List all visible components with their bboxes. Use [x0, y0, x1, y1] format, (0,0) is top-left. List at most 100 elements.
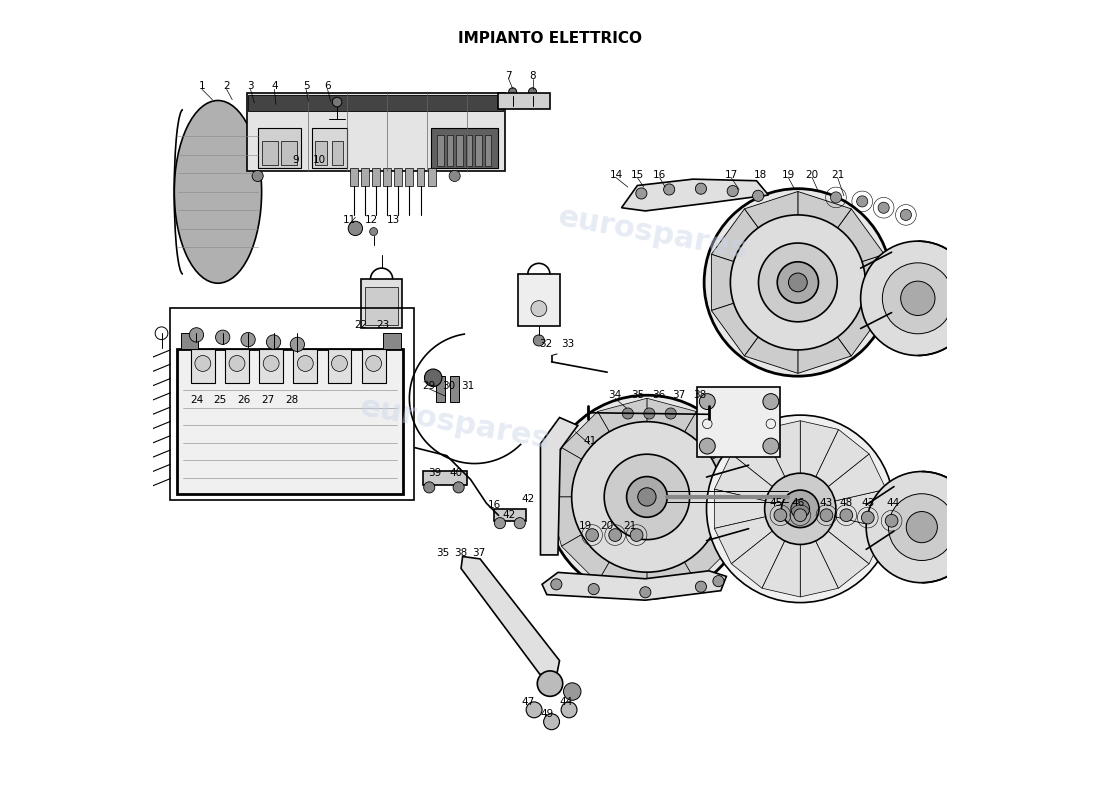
Circle shape [189, 328, 204, 342]
Polygon shape [548, 448, 582, 497]
Circle shape [331, 355, 348, 371]
Bar [450, 376, 460, 402]
Circle shape [695, 183, 706, 194]
Polygon shape [745, 337, 798, 374]
Polygon shape [745, 191, 798, 228]
Polygon shape [801, 541, 838, 597]
Circle shape [906, 511, 937, 542]
Polygon shape [798, 191, 851, 228]
Circle shape [216, 330, 230, 344]
Circle shape [830, 192, 842, 203]
Bar [494, 509, 526, 521]
Circle shape [759, 243, 837, 322]
Circle shape [604, 454, 690, 540]
Text: 38: 38 [693, 390, 706, 400]
Circle shape [640, 586, 651, 598]
Bar [328, 349, 351, 382]
Polygon shape [762, 541, 801, 597]
Circle shape [706, 415, 894, 602]
Circle shape [332, 98, 342, 107]
Polygon shape [828, 454, 887, 501]
Circle shape [666, 408, 676, 419]
Circle shape [252, 170, 263, 182]
Circle shape [700, 394, 715, 410]
Polygon shape [597, 562, 647, 595]
Text: 35: 35 [436, 547, 450, 558]
Circle shape [713, 575, 724, 586]
Text: 16: 16 [653, 170, 667, 180]
Text: 21: 21 [830, 170, 844, 180]
Circle shape [526, 702, 542, 718]
Polygon shape [621, 179, 769, 211]
Circle shape [508, 88, 517, 96]
Text: 18: 18 [754, 170, 767, 180]
Text: 31: 31 [462, 381, 475, 390]
Bar [697, 387, 780, 457]
Circle shape [563, 683, 581, 700]
Text: eurospares: eurospares [556, 202, 750, 264]
Polygon shape [461, 557, 560, 677]
Bar [417, 168, 425, 186]
Circle shape [241, 333, 255, 346]
Text: 43: 43 [861, 498, 875, 508]
Polygon shape [816, 430, 869, 486]
Polygon shape [540, 418, 578, 555]
Polygon shape [816, 531, 869, 588]
Circle shape [551, 578, 562, 590]
Text: 37: 37 [672, 390, 685, 400]
Text: 19: 19 [579, 521, 593, 530]
Circle shape [644, 408, 654, 419]
Circle shape [349, 222, 363, 235]
Bar [361, 168, 368, 186]
Text: 42: 42 [521, 494, 535, 504]
Text: 24: 24 [190, 395, 204, 405]
Circle shape [636, 188, 647, 199]
Bar [383, 334, 400, 349]
Polygon shape [835, 490, 887, 529]
Circle shape [229, 355, 245, 371]
Bar [361, 279, 403, 329]
Circle shape [886, 514, 898, 527]
Circle shape [901, 281, 935, 315]
Bar [406, 168, 414, 186]
Text: 27: 27 [262, 395, 275, 405]
Text: 43: 43 [820, 498, 833, 508]
Text: 33: 33 [562, 339, 575, 350]
Polygon shape [561, 534, 609, 582]
Text: 26: 26 [238, 395, 251, 405]
Circle shape [638, 488, 656, 506]
Text: 36: 36 [652, 390, 666, 400]
Text: 16: 16 [487, 500, 500, 510]
Polygon shape [762, 421, 801, 477]
Circle shape [195, 355, 211, 371]
Circle shape [861, 511, 875, 524]
Text: 14: 14 [609, 170, 623, 180]
Text: 23: 23 [376, 319, 389, 330]
Text: eurospares: eurospares [358, 393, 552, 455]
Circle shape [531, 301, 547, 317]
Circle shape [537, 671, 563, 696]
Text: 29: 29 [422, 381, 436, 390]
Text: 49: 49 [540, 709, 553, 719]
Text: 32: 32 [539, 339, 552, 350]
Bar [422, 470, 466, 485]
Text: 48: 48 [839, 498, 853, 508]
Bar [246, 94, 505, 171]
Circle shape [763, 394, 779, 410]
Polygon shape [597, 398, 647, 432]
Circle shape [546, 395, 749, 598]
Text: 8: 8 [529, 71, 536, 81]
Text: 46: 46 [791, 498, 804, 508]
Polygon shape [647, 398, 696, 432]
Bar [226, 349, 249, 382]
Polygon shape [837, 303, 884, 356]
Circle shape [572, 422, 723, 572]
Polygon shape [647, 562, 696, 595]
Circle shape [627, 477, 668, 518]
Ellipse shape [174, 101, 262, 283]
Text: 44: 44 [887, 498, 900, 508]
Bar [372, 168, 379, 186]
Text: 42: 42 [502, 510, 515, 520]
Bar [437, 134, 443, 166]
Bar [331, 141, 343, 165]
